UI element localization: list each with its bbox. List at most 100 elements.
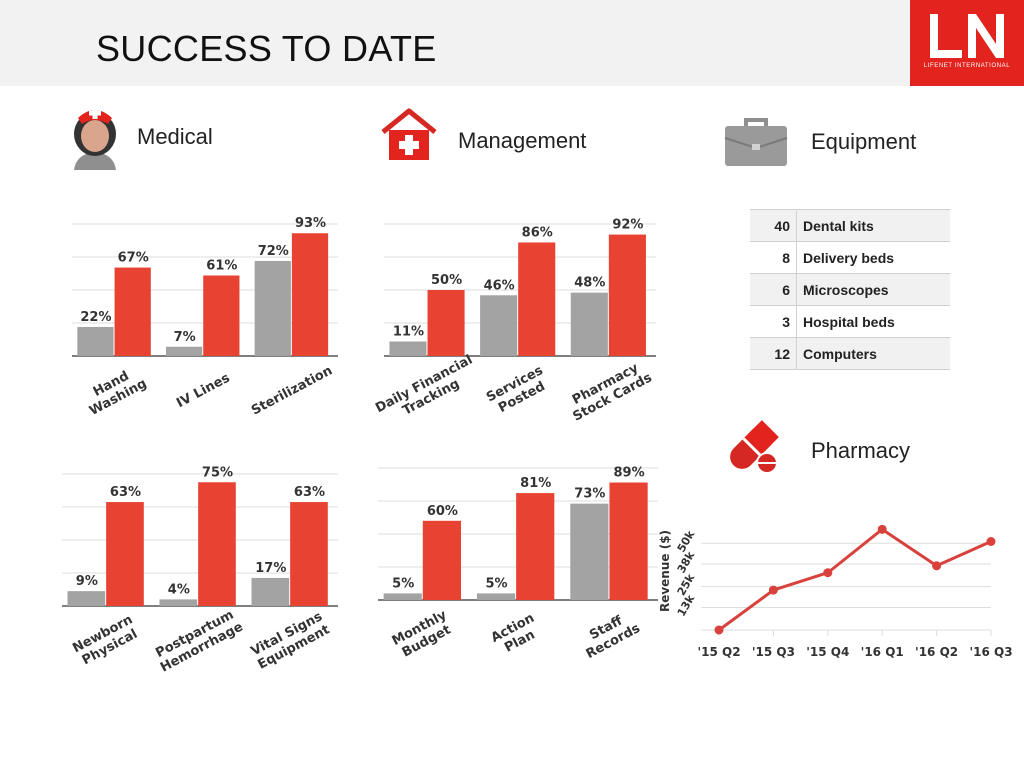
equipment-qty: 8 — [750, 241, 797, 274]
bar-after — [427, 290, 465, 356]
header-bar: SUCCESS TO DATE LIFENET INTERNATIONAL — [0, 0, 1024, 86]
bar-before — [389, 341, 427, 356]
bar-value-label: 93% — [295, 216, 326, 231]
bar-value-label: 67% — [118, 251, 149, 266]
x-tick-label: '16 Q3 — [969, 645, 1012, 659]
bar-after — [203, 275, 240, 356]
bar-before — [570, 503, 609, 600]
bar-after — [114, 267, 151, 356]
equipment-qty: 3 — [750, 305, 797, 338]
bar-value-label: 5% — [485, 576, 507, 591]
bar-before — [251, 577, 290, 606]
bar-before — [67, 591, 106, 606]
bar-value-label: 11% — [393, 324, 424, 339]
nurse-icon — [74, 107, 116, 170]
section-label-management: Management — [458, 128, 587, 153]
bar-value-label: 75% — [202, 465, 233, 480]
section-label-medical: Medical — [137, 124, 213, 149]
revenue-line — [718, 527, 992, 632]
category-label-line: IV Lines — [174, 371, 232, 412]
logo-subtitle: LIFENET INTERNATIONAL — [923, 63, 1011, 69]
y-tick-label: 25k — [675, 571, 698, 598]
bar-value-label: 86% — [522, 225, 553, 240]
revenue-point — [714, 625, 724, 635]
category-label: Sterilization — [249, 363, 335, 418]
ln-logo-mark-icon — [930, 14, 1004, 58]
bar-before — [254, 260, 291, 356]
revenue-point — [932, 561, 942, 571]
bar-after — [608, 234, 646, 356]
bar-after — [518, 242, 556, 356]
equipment-qty: 12 — [750, 337, 797, 370]
x-tick-label: '15 Q4 — [806, 645, 849, 659]
bar-before — [383, 593, 422, 600]
bar-value-label: 46% — [484, 278, 515, 293]
bar-value-label: 7% — [174, 330, 196, 345]
bar-value-label: 92% — [612, 218, 643, 233]
bar-before — [77, 326, 114, 356]
bar-value-label: 48% — [574, 276, 605, 291]
lifenet-logo: LIFENET INTERNATIONAL — [910, 0, 1024, 86]
table-row: 12 Computers — [750, 337, 950, 370]
briefcase-icon — [724, 118, 788, 166]
equipment-qty: 40 — [750, 209, 797, 242]
bar-value-label: 4% — [168, 582, 190, 597]
category-label: IV Lines — [174, 371, 232, 412]
category-label-line: Sterilization — [249, 363, 335, 418]
table-row: 8 Delivery beds — [750, 241, 950, 274]
bar-value-label: 63% — [294, 485, 325, 500]
x-tick-label: '15 Q3 — [752, 645, 795, 659]
page-title: SUCCESS TO DATE — [96, 28, 437, 69]
pill-capsule-icon — [730, 420, 779, 474]
bar-before — [476, 593, 516, 600]
bar-after — [516, 493, 555, 600]
bar-before — [570, 292, 608, 356]
bar-before — [159, 599, 198, 606]
bar-value-label: 89% — [614, 466, 645, 481]
section-label-equipment: Equipment — [811, 129, 917, 154]
revenue-point — [986, 537, 996, 546]
bar-value-label: 81% — [520, 476, 551, 491]
bar-before — [165, 346, 203, 356]
bar-after — [290, 502, 328, 606]
bar-after — [198, 482, 236, 606]
bar-before — [480, 295, 518, 356]
bar-after — [422, 520, 461, 600]
bar-after — [106, 502, 144, 606]
equipment-qty: 6 — [750, 273, 797, 306]
bar-value-label: 63% — [110, 485, 141, 500]
x-tick-label: '15 Q2 — [697, 645, 740, 659]
bar-value-label: 9% — [76, 574, 98, 589]
table-row: 6 Microscopes — [750, 273, 950, 306]
equipment-item: Computers — [796, 337, 950, 370]
revenue-point — [823, 568, 833, 578]
bar-value-label: 17% — [255, 561, 286, 576]
x-tick-label: '16 Q2 — [915, 645, 958, 659]
table-row: 3 Hospital beds — [750, 305, 950, 338]
table-row: 40 Dental kits — [750, 209, 950, 242]
section-label-pharmacy: Pharmacy — [811, 438, 911, 463]
bar-value-label: 73% — [574, 487, 605, 502]
x-tick-label: '16 Q1 — [861, 645, 904, 659]
y-tick-label: 50k — [675, 528, 698, 555]
bar-value-label: 72% — [258, 244, 289, 259]
bar-value-label: 60% — [427, 504, 458, 519]
bar-after — [609, 482, 648, 600]
revenue-point — [768, 585, 778, 595]
equipment-item: Dental kits — [796, 209, 950, 242]
bar-after — [291, 233, 329, 356]
equipment-table: 40 Dental kits 8 Delivery beds 6 Microsc… — [750, 209, 950, 370]
equipment-item: Microscopes — [796, 273, 950, 306]
bar-value-label: 50% — [431, 273, 462, 288]
equipment-item: Hospital beds — [796, 305, 950, 338]
bar-value-label: 22% — [80, 310, 111, 325]
